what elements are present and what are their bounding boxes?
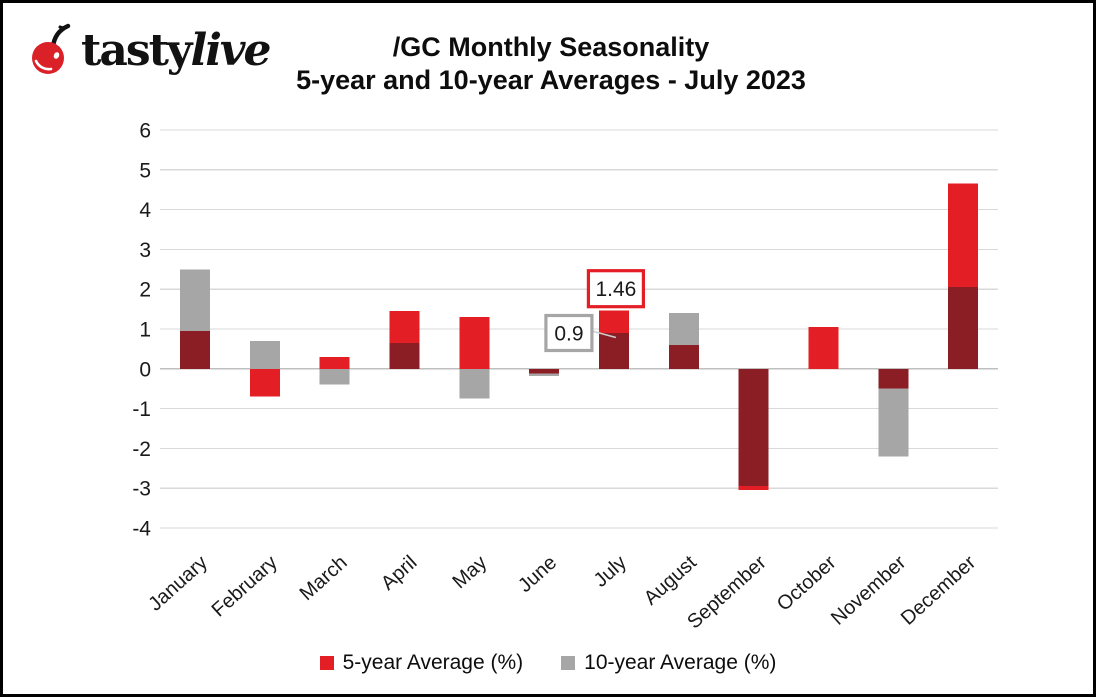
legend-item-10yr: 10-year Average (%)	[561, 651, 776, 675]
legend-swatch-10yr-icon	[561, 656, 576, 670]
bar-january-10yr	[179, 269, 210, 331]
y-tick-label-6: 6	[139, 120, 151, 143]
y-tick-label-5: 5	[139, 159, 151, 182]
logo-word-live: live	[190, 24, 272, 76]
legend-swatch-5yr-icon	[319, 656, 334, 670]
annotation-text-1.46: 1.46	[595, 278, 636, 301]
bar-november-overlap	[878, 368, 909, 389]
bar-may-5yr	[459, 317, 490, 369]
bar-may-10yr	[459, 368, 490, 399]
bar-july-5yr	[598, 310, 629, 333]
y-tick-label--3: -3	[132, 478, 151, 501]
legend-label-5yr: 5-year Average (%)	[342, 651, 524, 674]
bar-december-overlap	[948, 287, 979, 369]
logo-word-tasty: tasty	[81, 24, 192, 76]
month-label-june: June	[514, 552, 561, 597]
month-label-november: November	[827, 551, 911, 629]
bar-december-5yr	[948, 183, 979, 288]
legend-label-10yr: 10-year Average (%)	[584, 651, 777, 674]
annotation-box-0.9	[544, 313, 594, 353]
bar-february-5yr	[249, 368, 280, 397]
month-label-april: April	[377, 552, 421, 595]
bar-april-overlap	[389, 342, 420, 369]
bar-march-10yr	[319, 368, 350, 385]
month-label-july: July	[590, 552, 631, 592]
annotation-leader-line	[591, 330, 617, 339]
cherry-icon	[23, 21, 77, 80]
month-label-december: December	[897, 551, 981, 629]
y-tick-label-2: 2	[139, 279, 151, 302]
y-tick-label-0: 0	[139, 358, 151, 381]
month-label-february: February	[208, 552, 282, 622]
y-tick-label--4: -4	[132, 518, 151, 541]
bar-july-overlap	[598, 333, 629, 369]
y-tick-label-4: 4	[139, 199, 151, 222]
bar-march-5yr	[319, 356, 350, 369]
bar-february-10yr	[249, 340, 280, 369]
annotation-text-0.9: 0.9	[554, 323, 583, 346]
chart-title: /GC Monthly Seasonality 5-year and 10-ye…	[251, 31, 851, 97]
legend-item-5yr: 5-year Average (%)	[319, 651, 524, 675]
bar-june-10yr	[529, 373, 560, 376]
bar-september-5yr	[738, 486, 769, 491]
y-tick-label--2: -2	[132, 438, 151, 461]
month-label-august: August	[640, 551, 701, 609]
logo-wordmark: tastylive	[81, 28, 272, 73]
tastylive-logo: tastylive	[23, 21, 272, 80]
bar-april-5yr	[389, 311, 420, 343]
y-tick-label-1: 1	[139, 319, 151, 342]
month-label-may: May	[449, 552, 492, 594]
y-tick-label--1: -1	[132, 398, 151, 421]
month-label-march: March	[296, 552, 352, 606]
chart-title-line2: 5-year and 10-year Averages - July 2023	[296, 65, 806, 95]
bar-august-overlap	[668, 344, 699, 369]
chart-legend: 5-year Average (%) 10-year Average (%)	[3, 651, 1093, 675]
bar-september-overlap	[738, 368, 769, 487]
month-label-october: October	[773, 551, 841, 615]
bar-june-overlap	[529, 368, 560, 374]
bar-november-10yr	[878, 388, 909, 457]
bar-august-10yr	[668, 313, 699, 345]
month-label-january: January	[144, 552, 212, 616]
y-tick-label-3: 3	[139, 239, 151, 262]
chart-title-line1: /GC Monthly Seasonality	[392, 32, 710, 62]
annotation-box-1.46	[586, 269, 646, 309]
bar-january-overlap	[179, 331, 210, 369]
bar-october-5yr	[808, 327, 839, 369]
